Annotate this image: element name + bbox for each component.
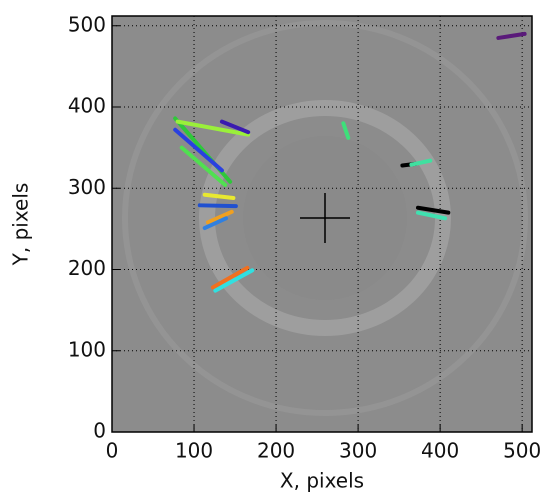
track xyxy=(205,209,234,225)
track xyxy=(415,205,451,215)
track xyxy=(213,268,255,293)
track xyxy=(175,119,251,137)
track xyxy=(496,31,527,40)
y-tick-label: 200 xyxy=(68,256,106,280)
x-tick-label: 300 xyxy=(339,439,377,463)
y-axis-label: Y, pixels xyxy=(9,183,33,267)
plot-frame xyxy=(111,15,533,433)
track xyxy=(219,119,251,135)
x-tick-label: 200 xyxy=(257,439,295,463)
y-tick-label: 0 xyxy=(93,419,106,443)
track xyxy=(179,145,228,187)
track xyxy=(409,158,433,167)
outer-ring xyxy=(122,20,528,416)
track xyxy=(197,203,238,209)
x-tick-label: 0 xyxy=(106,439,119,463)
x-axis-label: X, pixels xyxy=(280,469,364,493)
x-tick-label: 100 xyxy=(175,439,213,463)
track xyxy=(415,210,448,221)
track xyxy=(173,127,224,173)
x-tick-label: 400 xyxy=(421,439,459,463)
corona xyxy=(122,20,528,416)
track xyxy=(202,216,229,231)
x-tick-label: 500 xyxy=(503,439,541,463)
track xyxy=(202,192,236,200)
track xyxy=(341,121,351,140)
track xyxy=(210,265,250,290)
y-tick-label: 300 xyxy=(68,175,106,199)
y-tick-label: 500 xyxy=(68,12,106,36)
y-tick-label: 400 xyxy=(68,94,106,118)
y-tick-label: 100 xyxy=(68,337,106,361)
